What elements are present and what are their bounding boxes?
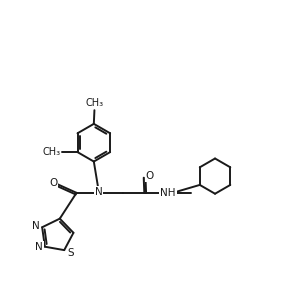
Text: CH₃: CH₃ [42,146,60,156]
Text: NH: NH [160,188,176,198]
Text: S: S [68,248,74,258]
Text: O: O [146,171,154,181]
Text: N: N [35,242,43,252]
Text: O: O [49,178,57,188]
Text: CH₃: CH₃ [85,98,104,108]
Text: N: N [32,221,39,231]
Text: N: N [95,187,102,197]
